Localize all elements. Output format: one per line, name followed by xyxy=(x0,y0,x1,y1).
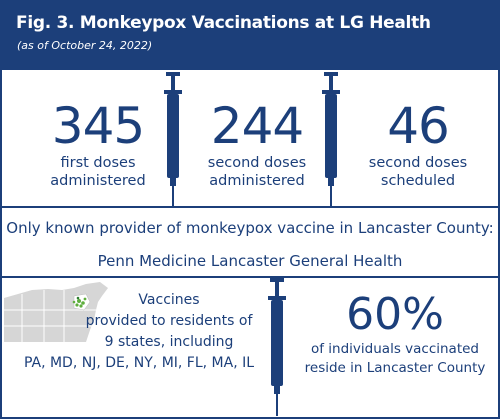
divider-top xyxy=(2,206,498,208)
syringe-icon xyxy=(164,72,182,206)
vaccines-line2: provided to residents of xyxy=(85,313,253,329)
stat-value: 46 xyxy=(387,97,450,155)
stat-second-doses-scheduled: 46 second doses scheduled xyxy=(348,98,488,190)
stat-value: 345 xyxy=(51,97,145,155)
stat-first-doses: 345 first doses administered xyxy=(32,98,164,190)
stat-label-line2: administered xyxy=(209,173,305,189)
provider-statement: Only known provider of monkeypox vaccine… xyxy=(6,219,494,237)
syringe-icon xyxy=(322,72,340,206)
vaccines-states: PA, MD, NJ, DE, NY, MI, FL, MA, IL xyxy=(23,355,255,371)
percent-statement: 60% of individuals vaccinated reside in … xyxy=(292,290,498,378)
percent-value: 60% xyxy=(346,289,444,340)
header-bar: Fig. 3. Monkeypox Vaccinations at LG Hea… xyxy=(2,2,498,70)
vaccines-line3: 9 states, including xyxy=(104,334,234,350)
us-map-icon xyxy=(4,282,108,342)
percent-label-line1: of individuals vaccinated xyxy=(311,341,479,357)
stat-label-line2: administered xyxy=(50,173,146,189)
stat-second-doses-administered: 244 second doses administered xyxy=(188,98,326,190)
divider-bottom xyxy=(2,276,498,278)
syringe-icon xyxy=(268,278,286,416)
provider-name: Penn Medicine Lancaster General Health xyxy=(97,252,403,270)
percent-label-line2: reside in Lancaster County xyxy=(304,360,486,376)
figure-subtitle: (as of October 24, 2022) xyxy=(17,39,153,52)
stat-label-line1: second doses xyxy=(207,155,307,171)
stat-label-line1: first doses xyxy=(60,155,136,171)
stat-label-line2: scheduled xyxy=(380,173,456,189)
figure-title: Fig. 3. Monkeypox Vaccinations at LG Hea… xyxy=(16,13,431,33)
stat-value: 244 xyxy=(210,97,304,155)
vaccines-line1: Vaccines xyxy=(138,292,200,308)
vaccines-statement: Vaccines provided to residents of 9 stat… xyxy=(8,290,270,374)
stat-label-line1: second doses xyxy=(368,155,468,171)
